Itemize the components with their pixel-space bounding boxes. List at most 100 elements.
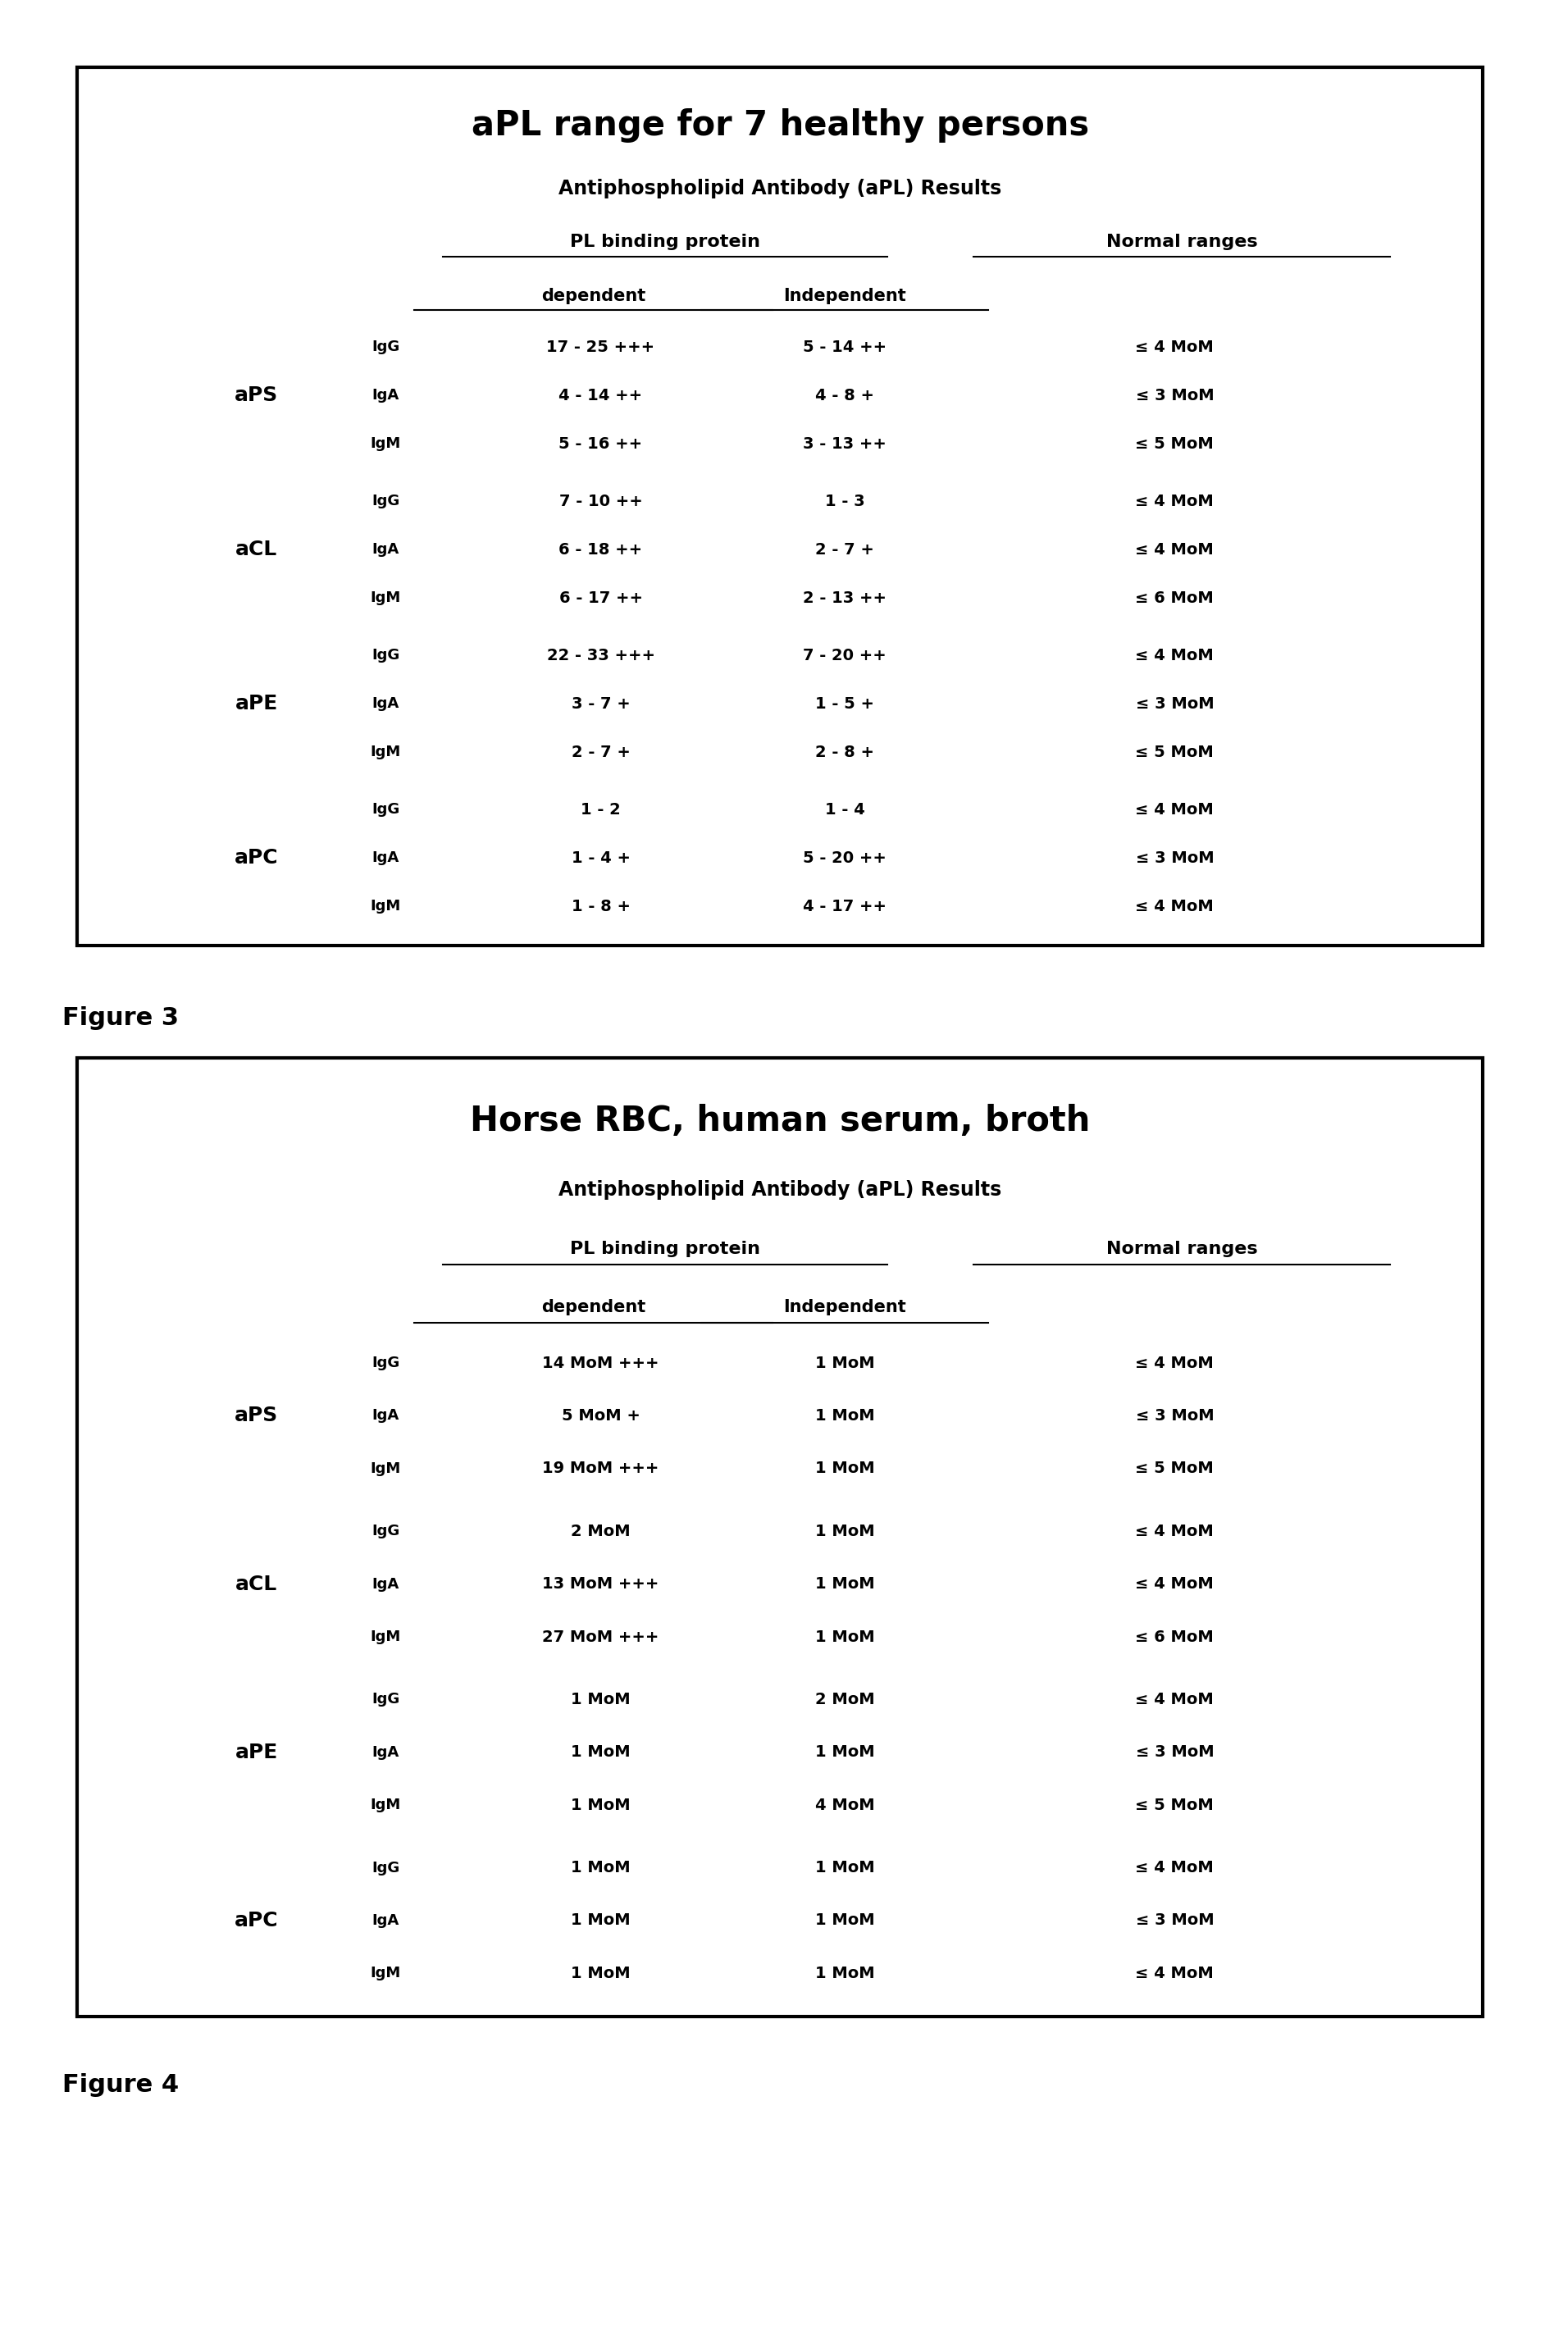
Text: 1 - 2: 1 - 2 [580,801,621,817]
Text: Normal ranges: Normal ranges [1105,1241,1258,1258]
Text: 2 - 7 +: 2 - 7 + [571,745,630,759]
Text: 5 MoM +: 5 MoM + [561,1409,640,1423]
Text: 4 - 14 ++: 4 - 14 ++ [558,387,643,403]
Text: ≤ 4 MoM: ≤ 4 MoM [1135,801,1214,817]
Text: 1 MoM: 1 MoM [815,1966,875,1982]
Text: ≤ 4 MoM: ≤ 4 MoM [1135,1355,1214,1372]
Text: aPC: aPC [235,848,279,869]
Text: IgM: IgM [370,592,401,606]
Text: ≤ 5 MoM: ≤ 5 MoM [1135,1798,1214,1812]
Text: ≤ 5 MoM: ≤ 5 MoM [1135,436,1214,452]
Text: 4 - 8 +: 4 - 8 + [815,387,875,403]
Text: ≤ 4 MoM: ≤ 4 MoM [1135,1691,1214,1707]
Text: dependent: dependent [541,1300,646,1316]
Text: IgA: IgA [372,389,400,403]
Text: 7 - 10 ++: 7 - 10 ++ [560,494,643,510]
Text: IgA: IgA [372,1912,400,1928]
Text: ≤ 5 MoM: ≤ 5 MoM [1135,1460,1214,1477]
Text: aPC: aPC [235,1910,279,1931]
Text: 1 - 8 +: 1 - 8 + [571,899,630,915]
Text: IgM: IgM [370,1966,401,1980]
Text: 13 MoM +++: 13 MoM +++ [543,1577,659,1593]
Text: IgM: IgM [370,1630,401,1644]
Text: 22 - 33 +++: 22 - 33 +++ [547,647,655,664]
Text: 19 MoM +++: 19 MoM +++ [543,1460,659,1477]
FancyBboxPatch shape [77,68,1483,946]
Text: ≤ 4 MoM: ≤ 4 MoM [1135,647,1214,664]
Text: aPL range for 7 healthy persons: aPL range for 7 healthy persons [472,107,1088,142]
Text: 1 - 4: 1 - 4 [825,801,864,817]
Text: 2 MoM: 2 MoM [571,1523,630,1539]
Text: 1 MoM: 1 MoM [571,1744,630,1761]
Text: 5 - 14 ++: 5 - 14 ++ [803,340,886,354]
Text: 3 - 7 +: 3 - 7 + [571,696,630,713]
Text: 1 MoM: 1 MoM [571,1966,630,1982]
Text: ≤ 6 MoM: ≤ 6 MoM [1135,1628,1214,1644]
Text: 1 - 3: 1 - 3 [825,494,864,510]
Text: IgG: IgG [372,1861,400,1875]
Text: dependent: dependent [541,289,646,305]
Text: 5 - 16 ++: 5 - 16 ++ [558,436,643,452]
Text: ≤ 3 MoM: ≤ 3 MoM [1135,1744,1214,1761]
Text: IgG: IgG [372,340,400,354]
Text: Independent: Independent [784,289,906,305]
Text: IgM: IgM [370,1798,401,1812]
Text: ≤ 3 MoM: ≤ 3 MoM [1135,1409,1214,1423]
Text: 1 MoM: 1 MoM [815,1523,875,1539]
Text: Horse RBC, human serum, broth: Horse RBC, human serum, broth [470,1104,1090,1139]
Text: 2 - 13 ++: 2 - 13 ++ [803,589,886,606]
Text: aCL: aCL [235,1574,278,1593]
Text: aPE: aPE [235,694,278,713]
Text: IgA: IgA [372,543,400,557]
Text: IgG: IgG [372,1355,400,1369]
Text: 2 - 8 +: 2 - 8 + [815,745,875,759]
Text: ≤ 4 MoM: ≤ 4 MoM [1135,494,1214,510]
Text: ≤ 3 MoM: ≤ 3 MoM [1135,696,1214,713]
Text: 1 MoM: 1 MoM [571,1912,630,1928]
FancyBboxPatch shape [77,1057,1483,2017]
Text: PL binding protein: PL binding protein [571,233,760,249]
Text: 6 - 18 ++: 6 - 18 ++ [558,543,643,557]
Text: 4 - 17 ++: 4 - 17 ++ [803,899,886,915]
Text: IgG: IgG [372,647,400,664]
Text: IgG: IgG [372,1523,400,1539]
Text: Antiphospholipid Antibody (aPL) Results: Antiphospholipid Antibody (aPL) Results [558,179,1002,198]
Text: 14 MoM +++: 14 MoM +++ [543,1355,659,1372]
Text: IgA: IgA [372,1744,400,1761]
Text: ≤ 4 MoM: ≤ 4 MoM [1135,543,1214,557]
Text: IgM: IgM [370,899,401,913]
Text: IgM: IgM [370,1460,401,1477]
Text: Figure 4: Figure 4 [63,2073,179,2096]
Text: ≤ 3 MoM: ≤ 3 MoM [1135,850,1214,866]
Text: 1 MoM: 1 MoM [815,1409,875,1423]
Text: 1 MoM: 1 MoM [815,1912,875,1928]
Text: IgA: IgA [372,850,400,866]
Text: 1 MoM: 1 MoM [815,1744,875,1761]
Text: IgG: IgG [372,494,400,508]
Text: 1 - 4 +: 1 - 4 + [571,850,630,866]
Text: aCL: aCL [235,540,278,559]
Text: ≤ 6 MoM: ≤ 6 MoM [1135,589,1214,606]
Text: IgA: IgA [372,696,400,710]
Text: IgG: IgG [372,1693,400,1707]
Text: 1 MoM: 1 MoM [815,1355,875,1372]
Text: 4 MoM: 4 MoM [815,1798,875,1812]
Text: 1 MoM: 1 MoM [815,1460,875,1477]
Text: 1 MoM: 1 MoM [571,1691,630,1707]
Text: ≤ 4 MoM: ≤ 4 MoM [1135,899,1214,915]
Text: 1 MoM: 1 MoM [815,1577,875,1593]
Text: aPS: aPS [235,1407,278,1425]
Text: 27 MoM +++: 27 MoM +++ [543,1628,659,1644]
Text: IgM: IgM [370,436,401,452]
Text: aPE: aPE [235,1742,278,1763]
Text: IgG: IgG [372,801,400,817]
Text: 6 - 17 ++: 6 - 17 ++ [558,589,643,606]
Text: ≤ 4 MoM: ≤ 4 MoM [1135,1861,1214,1875]
Text: Normal ranges: Normal ranges [1105,233,1258,249]
Text: ≤ 3 MoM: ≤ 3 MoM [1135,1912,1214,1928]
Text: PL binding protein: PL binding protein [571,1241,760,1258]
Text: Independent: Independent [784,1300,906,1316]
Text: 1 - 5 +: 1 - 5 + [815,696,875,713]
Text: Figure 3: Figure 3 [63,1006,179,1029]
Text: aPS: aPS [235,387,278,405]
